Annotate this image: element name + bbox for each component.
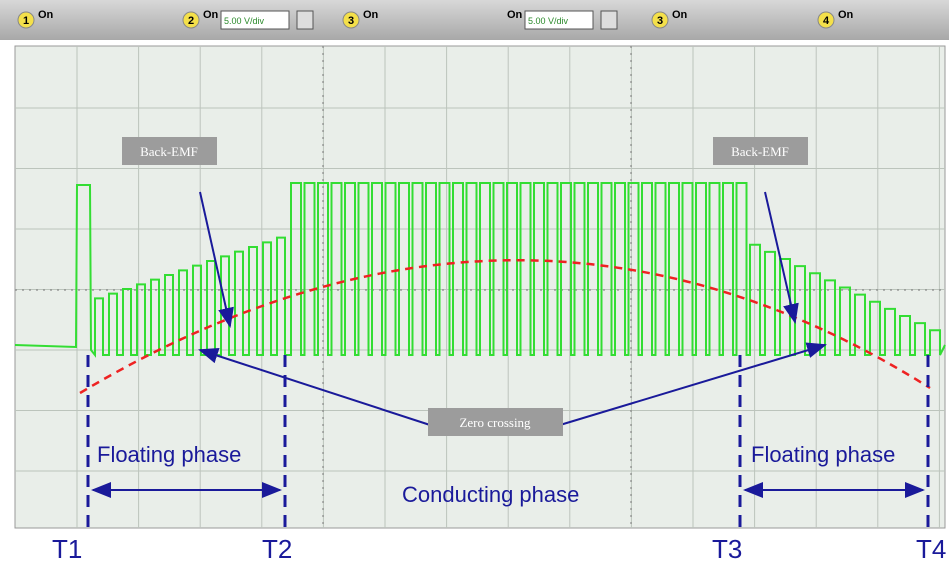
conducting-phase-label: Conducting phase [402, 482, 579, 507]
scale-value[interactable]: 5.00 V/div [224, 16, 265, 26]
scale-box[interactable] [524, 10, 594, 30]
channel-state[interactable]: On [363, 9, 379, 21]
floating-phase-label: Floating phase [751, 442, 895, 467]
zero-crossing-label: Zero crossing [459, 415, 531, 430]
scale-spinner[interactable] [600, 10, 618, 30]
time-marker: T1 [52, 534, 82, 564]
channel-state[interactable]: On [838, 9, 854, 21]
channel-state[interactable]: On [203, 9, 219, 21]
scale-value[interactable]: 5.00 V/div [528, 16, 569, 26]
channel-state[interactable]: On [507, 9, 523, 21]
channel-badge[interactable] [17, 11, 35, 29]
channel-state[interactable]: On [38, 9, 54, 21]
channel-number[interactable]: 2 [188, 15, 194, 27]
scale-box[interactable] [220, 10, 290, 30]
label-box [428, 408, 563, 436]
arrow [199, 191, 234, 328]
toolbar [0, 0, 949, 40]
floating-phase-label: Floating phase [97, 442, 241, 467]
back-emf-label: Back-EMF [140, 144, 198, 159]
channel-badge[interactable] [342, 11, 360, 29]
channel-number[interactable]: 3 [657, 15, 663, 27]
channel-number[interactable]: 3 [348, 15, 354, 27]
channel-state[interactable]: On [672, 9, 688, 21]
channel-badge[interactable] [182, 11, 200, 29]
scale-spinner[interactable] [296, 10, 314, 30]
time-marker: T2 [262, 534, 292, 564]
arrow [198, 347, 431, 426]
arrow [559, 342, 827, 426]
back-emf-label: Back-EMF [731, 144, 789, 159]
channel-number[interactable]: 4 [823, 15, 830, 27]
label-box [713, 137, 808, 165]
label-box [122, 137, 217, 165]
time-marker: T3 [712, 534, 742, 564]
channel-badge[interactable] [651, 11, 669, 29]
time-marker: T4 [916, 534, 946, 564]
arrow [764, 191, 799, 324]
toolbar-items: 1 On 2 On 5.00 V/div 3 On On 5.00 V/div 3 On 4 On [17, 9, 854, 30]
channel-badge[interactable] [817, 11, 835, 29]
channel-number[interactable]: 1 [23, 15, 29, 27]
back-emf-curve [79, 259, 931, 395]
